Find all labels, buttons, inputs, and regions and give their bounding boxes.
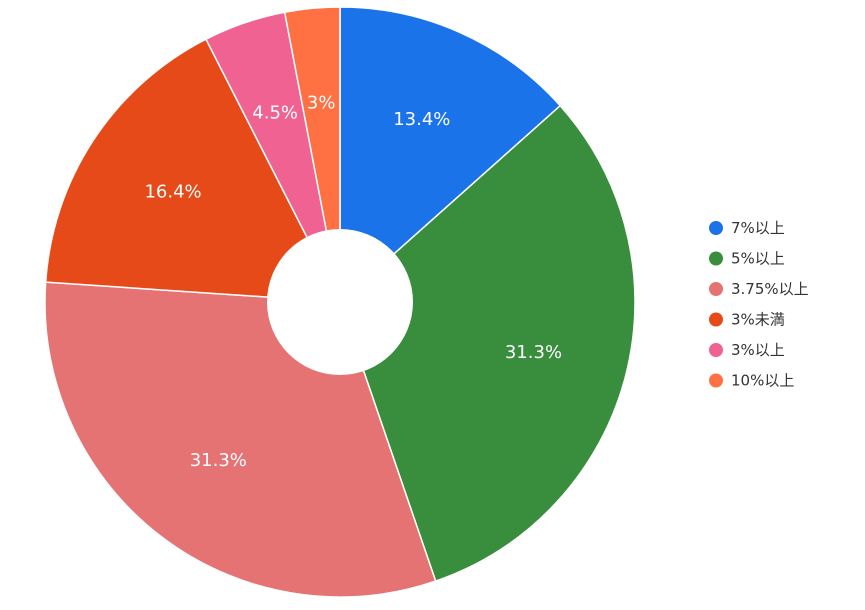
legend-marker-3 [709,282,723,296]
slice-labels-layer: 13.4% 31.3% 31.3% 16.4% 4.5% 3% [144,92,562,471]
slice-value-label-1: 13.4% [393,109,450,130]
legend: 7%以上 5%以上 3.75%以上 3%未満 3%以上 10%以上 [709,219,809,390]
donut-hole [267,229,413,375]
legend-label-4: 3%未満 [731,311,785,329]
legend-label-6: 10%以上 [731,372,794,390]
pie-slice-4 [44,38,342,303]
legend-marker-5 [709,343,723,357]
legend-label-3: 3.75%以上 [731,280,809,298]
legend-marker-6 [709,373,723,388]
pie-slice-2 [339,104,636,583]
pie-slice-1 [339,6,562,304]
slice-value-label-2: 31.3% [505,342,562,363]
legend-marker-1 [709,221,723,235]
legend-label-5: 3%以上 [731,341,785,359]
legend-label-2: 5%以上 [731,250,785,268]
pie-slice-6 [283,6,341,303]
slice-value-label-6: 3% [307,92,336,113]
slice-value-label-4: 16.4% [144,181,201,202]
legend-marker-2 [709,251,723,266]
slice-value-label-5: 4.5% [252,102,298,123]
legend-marker-4 [709,312,723,327]
slice-value-label-3: 31.3% [190,450,247,471]
legend-label-1: 7%以上 [731,219,785,237]
